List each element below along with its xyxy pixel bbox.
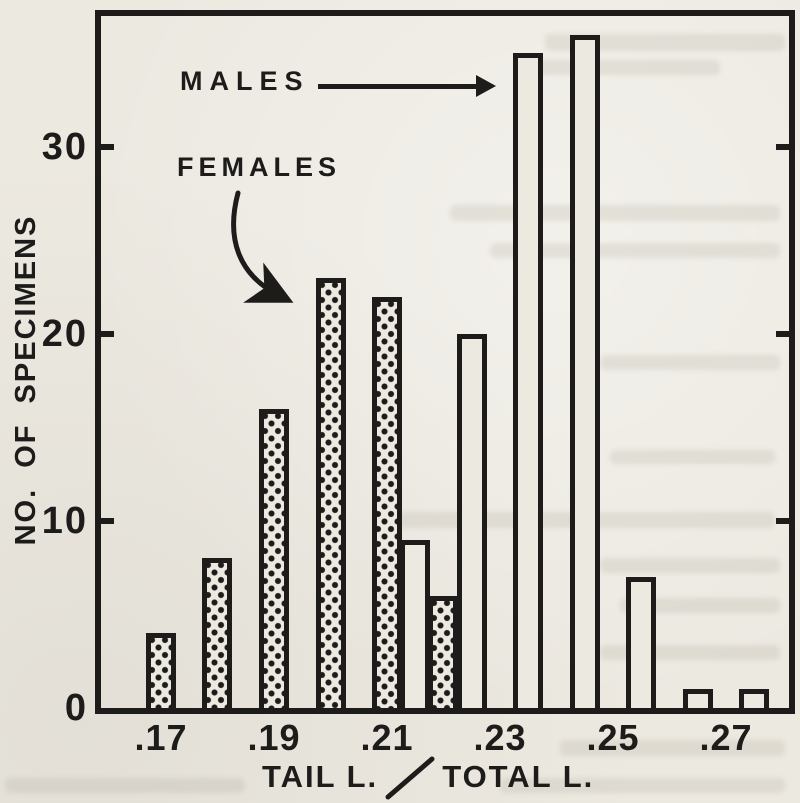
plot-frame xyxy=(95,10,795,714)
page-bleed-through xyxy=(5,778,245,793)
y-tick-label-10: 10 xyxy=(41,500,88,542)
x-axis-title-denominator: TOTAL L. xyxy=(442,759,595,794)
x-tick-label-.27: .27 xyxy=(699,717,753,758)
page-bleed-through xyxy=(610,450,775,464)
x-tick-label-.21: .21 xyxy=(360,717,414,758)
page-bleed-through xyxy=(560,740,785,756)
left-axis-tick-30 xyxy=(101,144,114,150)
bar-males-0.245 xyxy=(570,35,600,708)
bar-females-0.19 xyxy=(259,409,289,708)
legend-females-label: FEMALES xyxy=(177,152,342,182)
bar-females-0.21 xyxy=(372,297,402,708)
x-tick-label-.19: .19 xyxy=(247,717,301,758)
bar-males-0.225 xyxy=(457,334,487,708)
y-tick-label-20: 20 xyxy=(41,313,88,355)
bar-males-0.255 xyxy=(626,577,656,708)
bar-males-0.275 xyxy=(739,689,769,708)
page-bleed-through xyxy=(500,778,785,793)
bar-males-0.235 xyxy=(513,53,543,708)
x-axis-title-numerator: TAIL L. xyxy=(262,759,379,794)
page-bleed-through xyxy=(600,558,780,573)
right-axis-tick-20 xyxy=(776,331,789,337)
females-arrow-icon xyxy=(231,190,294,303)
x-tick-label-.23: .23 xyxy=(473,717,527,758)
legend-males-label: MALES xyxy=(180,66,310,96)
males-arrow-head-icon xyxy=(476,75,496,97)
y-tick-label-0: 0 xyxy=(64,687,88,729)
left-axis-tick-20 xyxy=(101,331,114,337)
bar-females-0.2 xyxy=(316,278,346,708)
x-tick-label-.17: .17 xyxy=(134,717,188,758)
page-bleed-through xyxy=(490,243,780,258)
x-tick-label-.25: .25 xyxy=(586,717,640,758)
males-arrow-shaft xyxy=(318,84,478,89)
page-bleed-through xyxy=(620,598,780,613)
x-axis-title: TAIL L. TOTAL L. xyxy=(262,754,594,800)
division-slash-mark xyxy=(385,756,435,800)
y-axis-title: NO. OF SPECIMENS xyxy=(10,214,42,546)
bar-females-0.22 xyxy=(428,596,458,708)
right-axis-tick-10 xyxy=(776,518,789,524)
right-axis-tick-30 xyxy=(776,144,789,150)
bar-females-0.17 xyxy=(146,633,176,708)
bar-females-0.18 xyxy=(202,558,232,708)
page-bleed-through xyxy=(600,355,780,370)
y-tick-label-30: 30 xyxy=(41,126,88,168)
page-bleed-through xyxy=(545,34,785,51)
bar-males-0.265 xyxy=(683,689,713,708)
left-axis-tick-10 xyxy=(101,518,114,524)
bar-males-0.215 xyxy=(400,540,430,708)
